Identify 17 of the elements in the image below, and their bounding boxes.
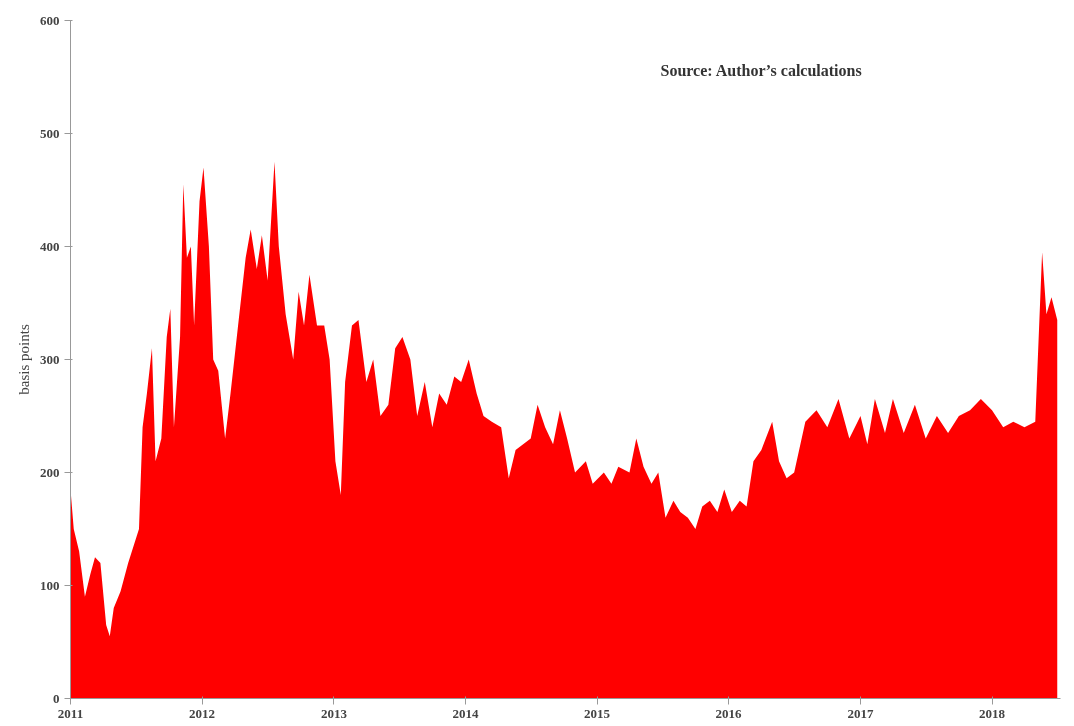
y-tick-label: 400 (40, 238, 60, 254)
y-tick-label: 0 (53, 690, 60, 706)
x-tick-label: 2017 (847, 705, 874, 721)
x-tick-label: 2016 (715, 705, 743, 721)
y-tick-label: 600 (40, 12, 60, 28)
x-tick-label: 2013 (320, 705, 348, 721)
x-tick-label: 2012 (189, 705, 216, 721)
y-tick-label: 300 (40, 351, 60, 367)
x-tick-label: 2011 (57, 705, 84, 721)
x-tick-label: 2015 (584, 705, 611, 721)
annotation: Source: Author’s calculations (660, 61, 862, 79)
y-tick-label: 100 (40, 577, 60, 593)
y-tick-label: 200 (40, 464, 60, 480)
y-axis-title: basis points (16, 324, 32, 395)
x-tick-label: 2014 (452, 705, 479, 721)
y-tick-label: 500 (40, 125, 60, 141)
x-tick-label: 2018 (979, 705, 1006, 721)
